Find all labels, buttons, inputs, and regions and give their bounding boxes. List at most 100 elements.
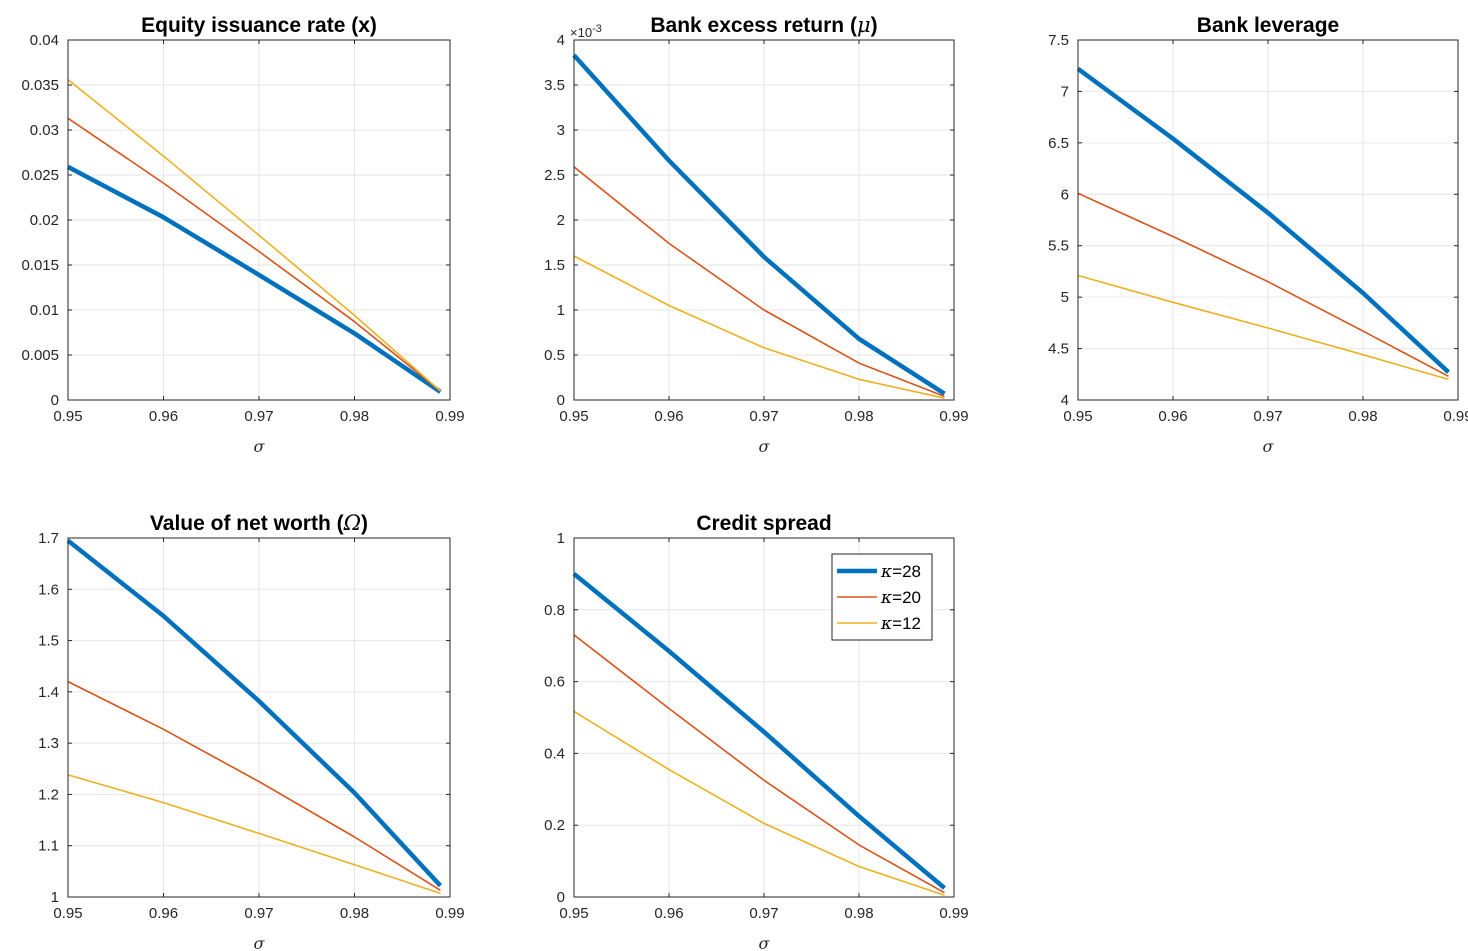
x-tick-label: 0.99 bbox=[939, 408, 968, 425]
series-line-2 bbox=[67, 680, 441, 891]
y-tick-label: 1 bbox=[557, 530, 565, 547]
y-tick-label: 5 bbox=[1061, 289, 1069, 306]
x-tick-label: 0.98 bbox=[844, 408, 873, 425]
chart-title: Bank leverage bbox=[1197, 14, 1339, 37]
y-tick-label: 0.5 bbox=[544, 347, 565, 364]
series-line-3 bbox=[1077, 274, 1449, 381]
series-line-1 bbox=[572, 53, 946, 396]
y-tick-label: 0.005 bbox=[21, 347, 59, 364]
x-tick-label: 0.98 bbox=[1348, 408, 1377, 425]
y-tick-label: 0.015 bbox=[21, 257, 59, 274]
legend: κ=28 κ=20 κ=12 bbox=[831, 553, 933, 641]
y-tick-label: 0.8 bbox=[544, 602, 565, 619]
axes-box bbox=[573, 537, 955, 898]
y-tick-label: 1 bbox=[51, 889, 59, 906]
y-tick-label: 7.5 bbox=[1048, 32, 1069, 49]
axes-box bbox=[67, 537, 451, 898]
legend-label-3: κ=12 bbox=[880, 614, 921, 634]
x-axis-label: σ bbox=[1263, 437, 1275, 456]
y-tick-label: 0.02 bbox=[30, 212, 59, 229]
chart-title: Credit spread bbox=[696, 512, 831, 535]
x-tick-label: 0.96 bbox=[149, 408, 178, 425]
y-tick-label: 2 bbox=[557, 212, 565, 229]
x-tick-label: 0.96 bbox=[1158, 408, 1187, 425]
y-axis-exponent: ×10-3 bbox=[570, 23, 602, 40]
series-line-2 bbox=[67, 117, 441, 392]
subplot-1: 0.95 0.96 0.97 0.98 0.99 0 0.005 0.01 0.015 0.02 0… bbox=[21, 14, 464, 456]
axes-box bbox=[67, 39, 451, 401]
series-line-2 bbox=[573, 166, 945, 398]
series-line-3 bbox=[573, 255, 945, 399]
x-tick-label: 0.99 bbox=[1443, 408, 1468, 425]
series-line-1 bbox=[1076, 66, 1451, 374]
x-tick-label: 0.99 bbox=[435, 408, 464, 425]
y-tick-label: 0.025 bbox=[21, 167, 59, 184]
legend-label-1: κ=28 bbox=[880, 562, 921, 582]
x-tick-label: 0.96 bbox=[654, 408, 683, 425]
y-tick-label: 1.3 bbox=[38, 735, 59, 752]
x-tick-label: 0.95 bbox=[559, 408, 588, 425]
series-line-1 bbox=[572, 572, 946, 890]
x-tick-label: 0.98 bbox=[340, 905, 369, 922]
x-tick-label: 0.95 bbox=[53, 905, 82, 922]
x-tick-label: 0.97 bbox=[1253, 408, 1282, 425]
series-line-3 bbox=[67, 774, 441, 895]
series-line-2 bbox=[573, 634, 945, 894]
axes-box bbox=[573, 39, 955, 401]
chart-title: Bank excess return (μ) bbox=[650, 13, 877, 37]
y-tick-label: 0.04 bbox=[30, 32, 59, 49]
y-tick-label: 1.4 bbox=[38, 684, 59, 701]
subplot-5: 0.95 0.96 0.97 0.98 0.99 0 0.2 0.4 0.6 0.8 1 Credit… bbox=[544, 512, 968, 951]
series-line-3 bbox=[573, 710, 945, 896]
y-tick-label: 0 bbox=[557, 889, 565, 906]
x-axis-label: σ bbox=[254, 934, 266, 951]
y-tick-label: 0.4 bbox=[544, 745, 565, 762]
x-axis-label: σ bbox=[254, 437, 266, 456]
y-tick-label: 1.5 bbox=[38, 633, 59, 650]
series-line-1 bbox=[66, 538, 443, 888]
series-line-1 bbox=[66, 164, 442, 394]
y-tick-label: 5.5 bbox=[1048, 238, 1069, 255]
y-tick-label: 1.7 bbox=[38, 530, 59, 547]
x-tick-label: 0.98 bbox=[844, 905, 873, 922]
x-tick-label: 0.95 bbox=[559, 905, 588, 922]
y-tick-label: 0.03 bbox=[30, 122, 59, 139]
y-tick-label: 0 bbox=[51, 392, 59, 409]
x-tick-label: 0.99 bbox=[939, 905, 968, 922]
chart-title: Equity issuance rate (x) bbox=[141, 14, 377, 37]
y-tick-label: 1.6 bbox=[38, 581, 59, 598]
series-line-3 bbox=[67, 78, 441, 392]
x-tick-label: 0.95 bbox=[53, 408, 82, 425]
x-tick-label: 0.99 bbox=[435, 905, 464, 922]
y-tick-label: 4.5 bbox=[1048, 341, 1069, 358]
y-tick-label: 4 bbox=[1061, 392, 1069, 409]
x-tick-label: 0.97 bbox=[749, 408, 778, 425]
y-tick-label: 4 bbox=[557, 32, 565, 49]
x-tick-label: 0.97 bbox=[749, 905, 778, 922]
y-tick-label: 1.5 bbox=[544, 257, 565, 274]
y-tick-label: 2.5 bbox=[544, 167, 565, 184]
y-tick-label: 3.5 bbox=[544, 77, 565, 94]
x-tick-label: 0.98 bbox=[340, 408, 369, 425]
y-tick-label: 0 bbox=[557, 392, 565, 409]
y-tick-label: 0.2 bbox=[544, 817, 565, 834]
x-axis-label: σ bbox=[759, 934, 771, 951]
axes-box bbox=[1077, 39, 1459, 401]
y-tick-label: 6 bbox=[1061, 186, 1069, 203]
chart-title: Value of net worth (Ω) bbox=[150, 511, 368, 535]
y-tick-label: 6.5 bbox=[1048, 135, 1069, 152]
x-tick-label: 0.97 bbox=[244, 408, 273, 425]
y-tick-label: 1.1 bbox=[38, 838, 59, 855]
x-axis-label: σ bbox=[759, 437, 771, 456]
x-tick-label: 0.97 bbox=[244, 905, 273, 922]
y-tick-label: 1 bbox=[557, 302, 565, 319]
y-tick-label: 7 bbox=[1061, 83, 1069, 100]
y-tick-label: 0.6 bbox=[544, 674, 565, 691]
subplot-3: 0.95 0.96 0.97 0.98 0.99 4 4.5 5 5.5 6 6.5 7 7.5 Bank… bbox=[1048, 14, 1468, 456]
subplot-2: 0.95 0.96 0.97 0.98 0.99 0 0.5 1 1.5 2 2.5 3 3.5 4 Ban… bbox=[544, 13, 968, 456]
x-tick-label: 0.95 bbox=[1063, 408, 1092, 425]
series-line-2 bbox=[1077, 192, 1449, 378]
legend-label-2: κ=20 bbox=[880, 588, 921, 608]
y-tick-label: 3 bbox=[557, 122, 565, 139]
y-tick-label: 1.2 bbox=[38, 786, 59, 803]
